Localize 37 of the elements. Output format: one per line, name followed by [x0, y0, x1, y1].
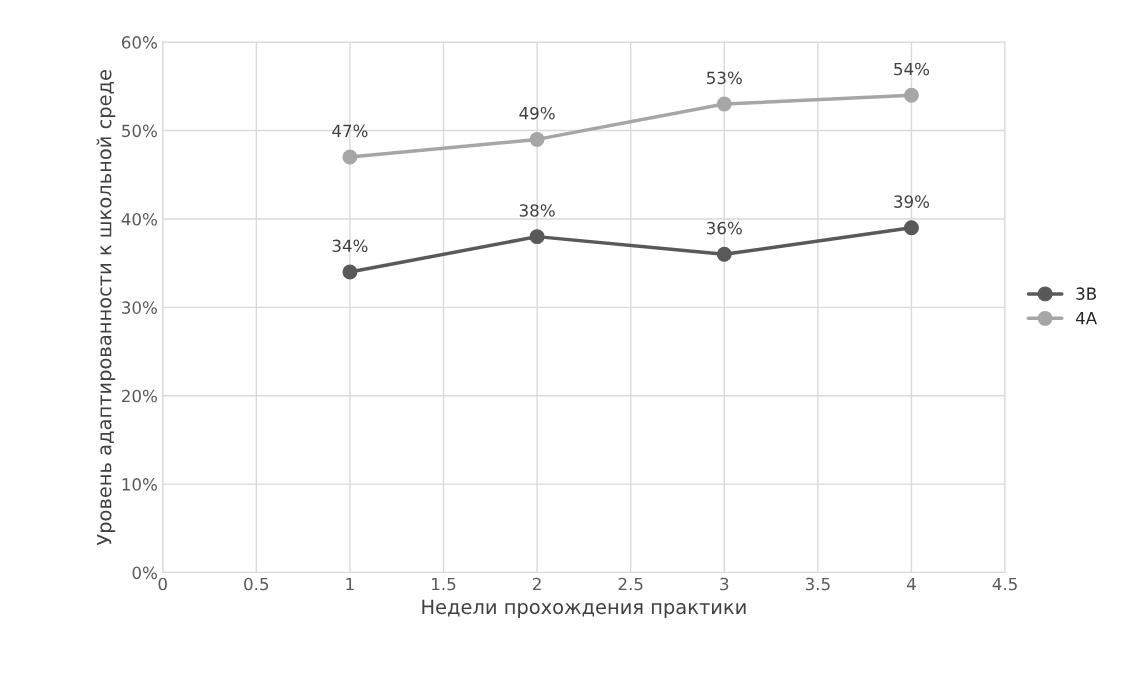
data-label: 36%	[707, 221, 742, 235]
x-tick-label: 4.5	[992, 577, 1017, 591]
data-label: 49%	[519, 106, 555, 120]
point	[716, 246, 732, 262]
data-label: 53%	[707, 71, 742, 85]
point	[529, 131, 545, 147]
y-tick-label: 40%	[121, 212, 157, 226]
point	[529, 229, 545, 245]
data-label: 34%	[332, 239, 368, 253]
x-tick-label: 4	[906, 577, 916, 591]
data-label: 39%	[894, 195, 930, 208]
legend-label: 3В	[1076, 287, 1096, 300]
point	[716, 96, 732, 112]
point	[903, 87, 919, 103]
x-axis-title: Недели прохождения практики	[422, 599, 746, 618]
data-label: 38%	[519, 204, 555, 217]
x-tick-label: 2	[533, 577, 541, 591]
x-tick-label: 3.5	[805, 577, 830, 591]
legend-label: 4А	[1075, 312, 1097, 325]
x-tick-label: 3	[720, 577, 729, 591]
y-tick-label: 0%	[132, 566, 157, 580]
y-tick-label: 10%	[122, 478, 157, 491]
point	[342, 264, 358, 280]
x-tick-label: 2.5	[618, 577, 643, 591]
x-tick-label: 0.5	[244, 577, 269, 591]
y-tick-label: 30%	[122, 301, 157, 314]
y-tick-label: 50%	[122, 124, 157, 138]
point	[342, 149, 358, 165]
point	[903, 220, 919, 236]
x-tick-label: 0	[158, 577, 167, 591]
y-axis-title: Уровень адаптированности к школьной среде	[96, 70, 116, 546]
data-label: 54%	[894, 62, 930, 76]
y-tick-label: 20%	[122, 389, 157, 403]
x-tick-label: 1.5	[432, 577, 456, 591]
data-label: 47%	[332, 124, 368, 138]
x-tick-label: 1	[346, 577, 354, 591]
y-tick-label: 60%	[121, 36, 157, 49]
